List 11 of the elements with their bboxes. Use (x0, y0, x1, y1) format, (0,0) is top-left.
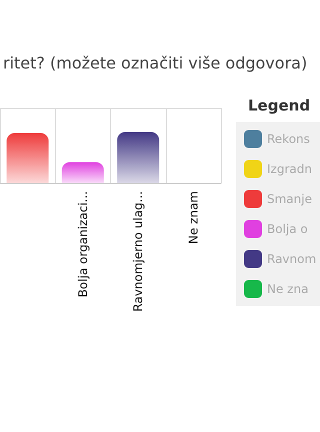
x-tick-label: Ne znam (186, 191, 200, 244)
legend-title: Legend (248, 96, 310, 114)
legend-label: Izgradn (267, 162, 312, 176)
chart-title: ritet? (možete označiti više odgovora) (3, 54, 308, 72)
x-tick-label: Ravnomjerno ulag... (131, 191, 146, 312)
legend-label: Ne zna (267, 282, 308, 296)
x-tick-label: Bolja organizaci... (76, 191, 90, 298)
legend-label: Smanje (267, 192, 312, 206)
legend-label: Bolja o (267, 222, 308, 236)
legend-label: Ravnom (267, 252, 316, 266)
legend-label: Rekons (267, 132, 310, 146)
